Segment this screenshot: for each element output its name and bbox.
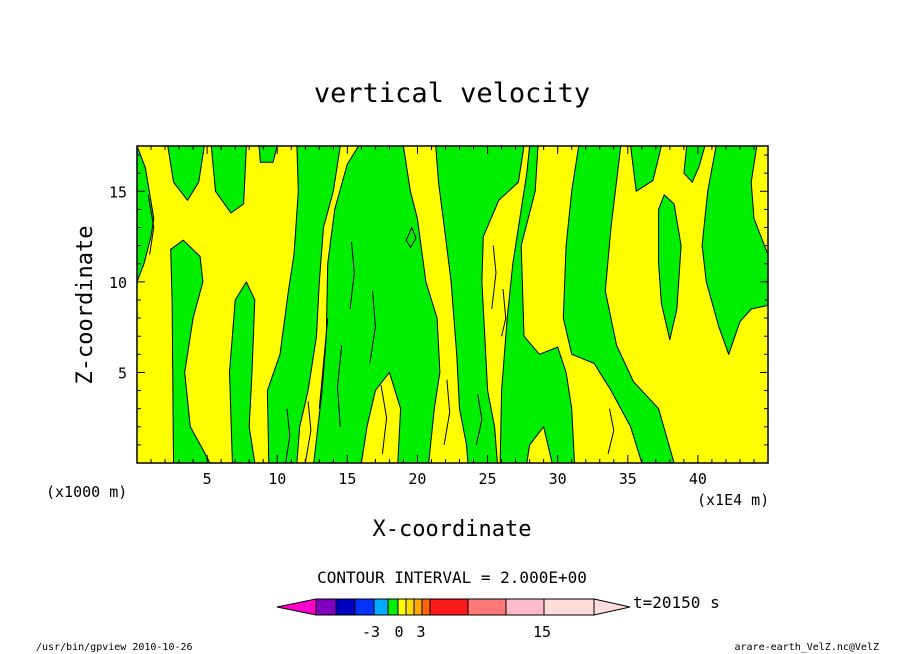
downward-region-11: [499, 146, 575, 463]
y-axis: 5 10 15: [109, 154, 768, 446]
plot-area: [136, 145, 769, 464]
colorbar-label-2: 0: [394, 623, 403, 641]
colorbar: -3 0 3 15: [276, 598, 631, 641]
x-tick-label-25: 25: [479, 470, 497, 488]
downward-region-14: [683, 146, 706, 183]
y-tick-label-10: 10: [109, 274, 127, 292]
colorbar-segment-4: [373, 598, 389, 616]
downward-region-13: [630, 146, 662, 192]
contour-interval-label: CONTOUR INTERVAL = 2.000E+00: [317, 568, 587, 587]
colorbar-segment-5: [387, 598, 399, 616]
colorbar-label-1: -3: [362, 623, 380, 641]
colorbar-segment-3: [354, 598, 375, 616]
x-tick-label-20: 20: [408, 470, 426, 488]
contour-line-4: [336, 345, 343, 427]
colorbar-segment-9: [421, 598, 431, 616]
colorbar-segment-11: [467, 598, 507, 616]
colorbar-segment-10: [429, 598, 469, 616]
contour-line-8: [443, 379, 451, 445]
downward-region-6: [229, 281, 256, 463]
y-tick-label-5: 5: [118, 364, 127, 382]
colorbar-label-3: 3: [416, 623, 425, 641]
x-tick-label-30: 30: [549, 470, 567, 488]
contour-line-13: [147, 194, 155, 255]
colorbar-segment-7: [405, 598, 415, 616]
y-axis-label: Z-coordinate: [73, 226, 98, 385]
contour-line-9: [475, 394, 483, 446]
x-unit-label: (x1E4 m): [697, 491, 769, 509]
chart-title: vertical velocity: [314, 78, 590, 109]
contour-line-5: [349, 241, 355, 310]
downward-region-8: [313, 146, 441, 463]
y-tick-label-15: 15: [109, 183, 127, 201]
contour-field: [137, 146, 768, 463]
x-axis-label: X-coordinate: [373, 517, 532, 542]
colorbar-segment-8: [413, 598, 423, 616]
colorbar-arrow-low: [276, 598, 317, 616]
footer-left: /usr/bin/gpview 2010-10-26: [36, 642, 193, 653]
x-tick-label-10: 10: [268, 470, 286, 488]
footer-right: arare-earth_VelZ.nc@VelZ: [735, 642, 880, 653]
x-tick-label-40: 40: [689, 470, 707, 488]
colorbar-segment-1: [315, 598, 337, 616]
contour-line-3: [318, 318, 329, 409]
downward-region-1: [137, 146, 155, 283]
time-label: t=20150 s: [633, 593, 720, 612]
downward-region-15: [658, 194, 682, 341]
downward-region-7: [266, 146, 341, 463]
contour-line-2: [304, 401, 312, 463]
downward-region-10: [435, 146, 525, 463]
colorbar-arrow-high: [593, 598, 631, 616]
colorbar-segment-6: [397, 598, 407, 616]
downward-region-9: [405, 227, 417, 248]
colorbar-segment-2: [335, 598, 356, 616]
colorbar-segment-12: [505, 598, 545, 616]
plot-frame: [136, 145, 769, 464]
contour-line-10: [491, 245, 497, 310]
downward-region-2: [167, 146, 205, 201]
y-unit-label: (x1000 m): [46, 483, 127, 501]
contour-line-6: [369, 290, 376, 364]
downward-region-4: [258, 146, 278, 163]
x-tick-label-35: 35: [619, 470, 637, 488]
contour-line-11: [501, 289, 507, 337]
downward-region-12: [562, 146, 675, 463]
contour-line-1: [285, 408, 291, 463]
x-tick-label-5: 5: [203, 470, 212, 488]
x-axis: 5 10 15 20 25 30 35 40: [150, 146, 755, 488]
downward-region-16: [701, 146, 768, 355]
colorbar-label-4: 15: [533, 623, 551, 641]
contour-line-12: [607, 408, 615, 455]
contour-line-7: [380, 385, 388, 454]
downward-region-5: [170, 239, 211, 463]
colorbar-segment-13: [543, 598, 595, 616]
downward-region-3: [210, 146, 247, 214]
x-tick-label-15: 15: [338, 470, 356, 488]
